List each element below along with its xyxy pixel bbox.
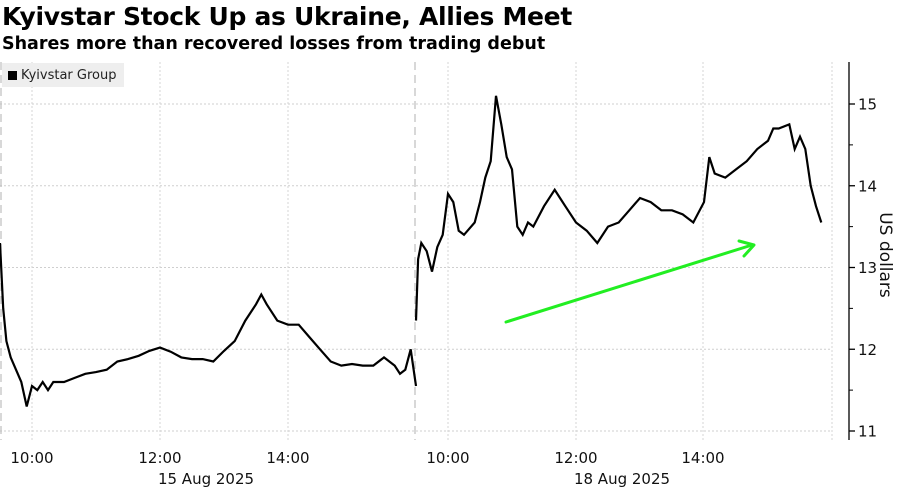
x-tick-label: 14:00: [266, 449, 309, 467]
chart-title: Kyivstar Stock Up as Ukraine, Allies Mee…: [2, 2, 572, 31]
price-line: [0, 242, 418, 407]
x-tick-label: 14:00: [681, 449, 724, 467]
y-tick-label: 15: [858, 96, 877, 114]
x-tick-label: 12:00: [554, 449, 597, 467]
arrow-head-icon: [737, 239, 756, 258]
x-axis: 10:00 12:00 14:00 10:00 12:00 14:00 15 Aug 202…: [10, 449, 724, 488]
y-axis-label: US dollars: [875, 212, 895, 298]
series-kyivstar-group: [0, 95, 823, 407]
x-tick-label: 10:00: [10, 449, 53, 467]
trend-arrow-annotation: [504, 239, 756, 324]
y-tick-label: 13: [858, 259, 877, 277]
y-tick-label: 12: [858, 341, 877, 359]
legend: Kyivstar Group: [2, 63, 125, 87]
gridlines: [0, 62, 833, 440]
y-tick-label: 11: [858, 423, 877, 441]
x-date-label: 18 Aug 2025: [574, 470, 670, 488]
y-axis: 11 12 13 14 15: [848, 62, 877, 441]
y-tick-label: 14: [858, 177, 877, 195]
x-tick-label: 10:00: [426, 449, 469, 467]
chart-subtitle: Shares more than recovered losses from t…: [2, 34, 546, 54]
x-tick-label: 12:00: [138, 449, 181, 467]
x-date-label: 15 Aug 2025: [158, 470, 254, 488]
price-line: [414, 95, 823, 321]
legend-label: Kyivstar Group: [21, 67, 117, 83]
legend-swatch-icon: [8, 70, 17, 80]
